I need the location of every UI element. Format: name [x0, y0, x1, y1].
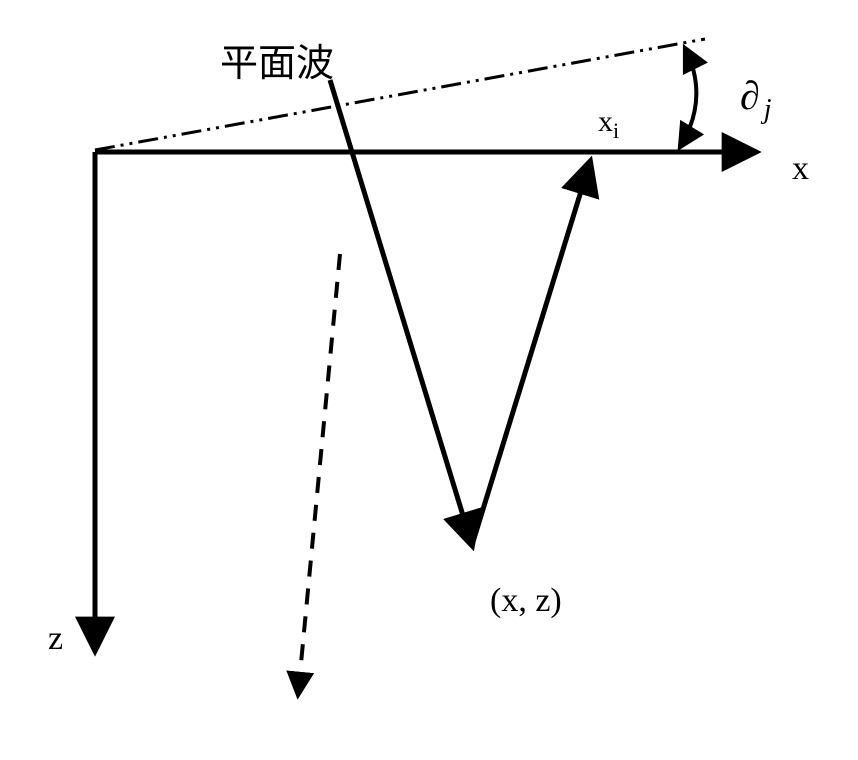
xi-sub: i — [613, 118, 619, 143]
angle-label: ∂j — [740, 72, 772, 126]
plane-wave-label: 平面波 — [220, 32, 334, 87]
z-axis-label: z — [48, 620, 63, 658]
angle-sub: j — [760, 94, 772, 125]
x-axis-label: x — [792, 150, 809, 188]
diagram-container: 平面波 x z xi ∂j (x, z) — [0, 0, 858, 760]
angle-main: ∂ — [740, 73, 760, 118]
diagram-svg — [0, 0, 858, 760]
dashed-normal — [298, 254, 340, 695]
reflected-ray — [472, 162, 590, 545]
point-label: (x, z) — [490, 582, 562, 620]
xi-main: x — [598, 105, 613, 138]
xi-label: xi — [598, 105, 619, 144]
angle-arc — [680, 48, 696, 147]
